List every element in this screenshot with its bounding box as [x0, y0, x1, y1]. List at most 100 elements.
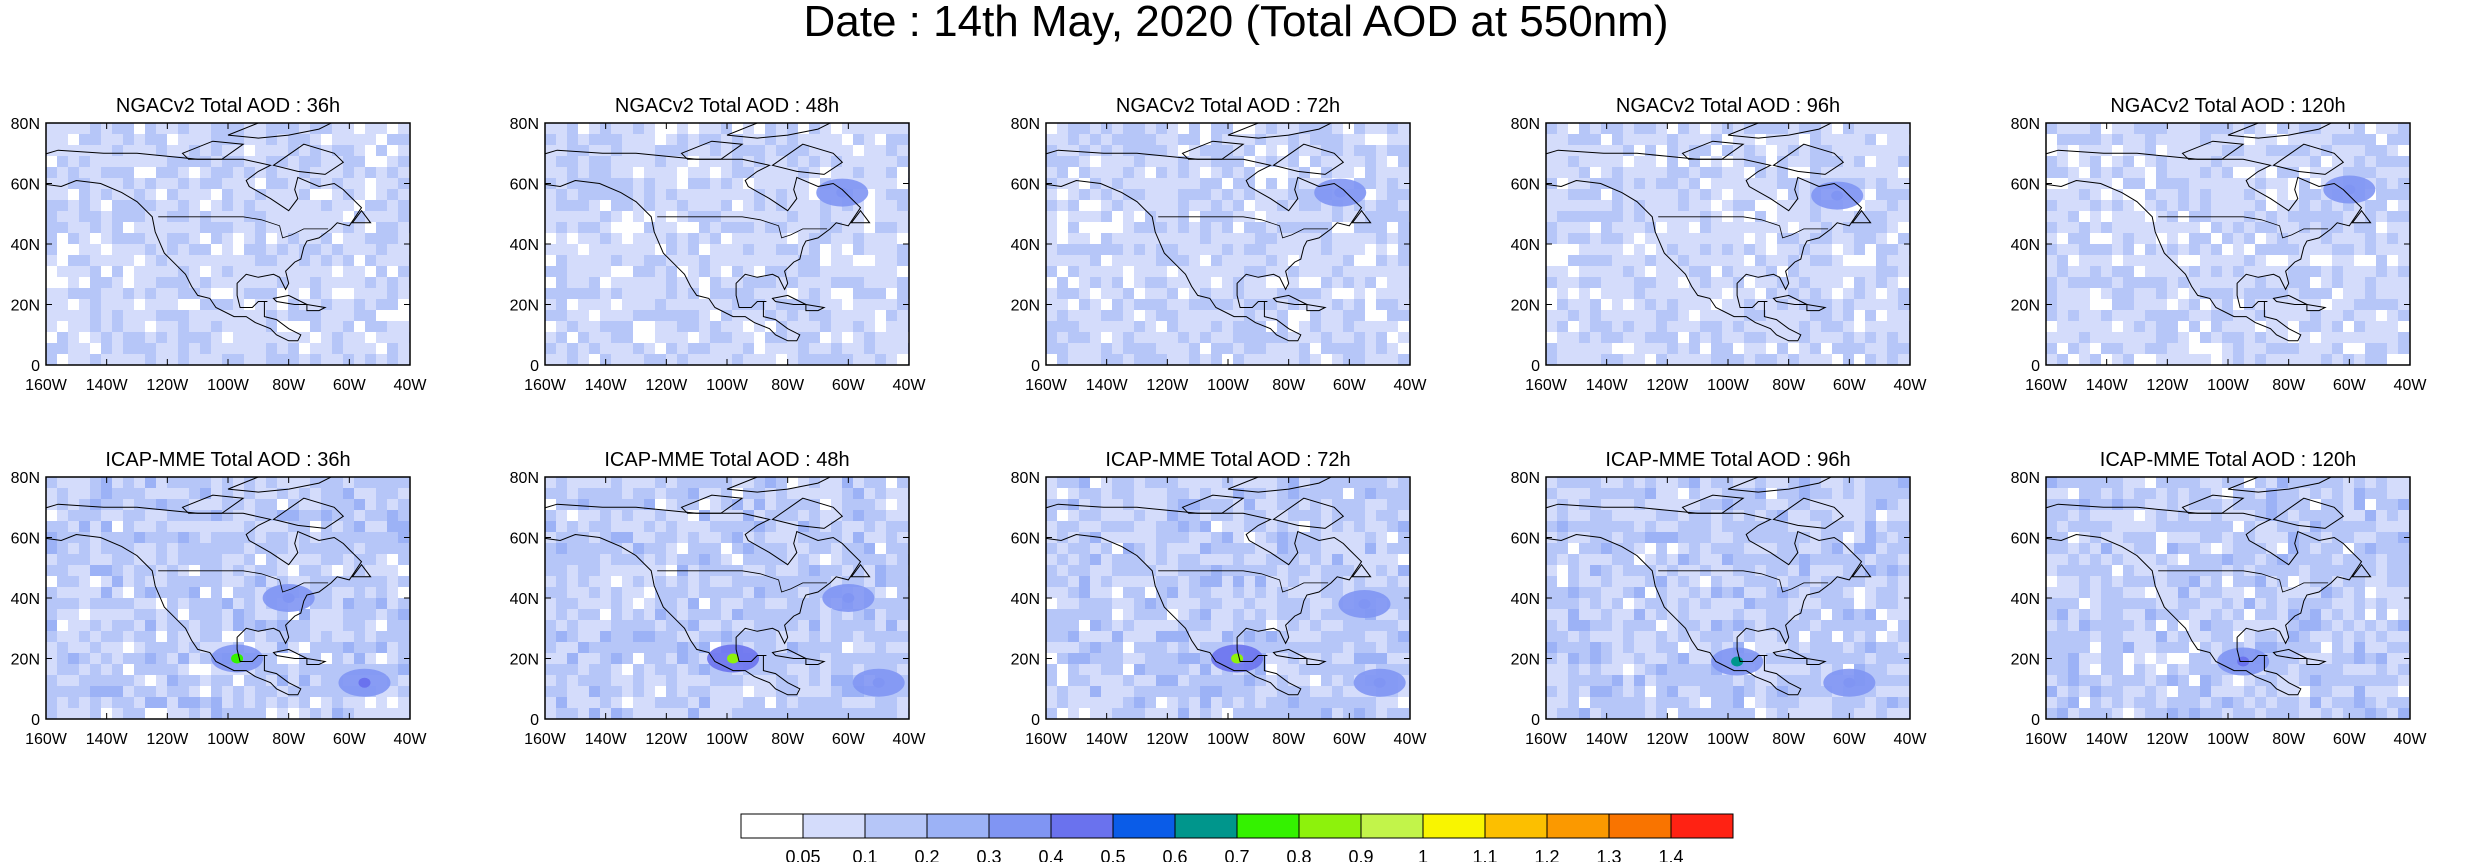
aod-cell: [1167, 477, 1178, 488]
aod-cell: [387, 288, 398, 299]
aod-cell: [633, 499, 644, 510]
aod-cell: [897, 354, 908, 365]
aod-cell: [2101, 642, 2112, 653]
aod-cell: [365, 200, 376, 211]
aod-cell: [2321, 477, 2332, 488]
aod-cell: [1667, 332, 1678, 343]
aod-cell: [1123, 277, 1134, 288]
y-tick-label: 40N: [1511, 591, 1540, 608]
aod-cell: [365, 156, 376, 167]
aod-cell: [567, 200, 578, 211]
aod-cell: [1343, 255, 1354, 266]
aod-cell: [2376, 200, 2387, 211]
aod-cell: [2079, 233, 2090, 244]
aod-cell: [578, 200, 589, 211]
aod-cell: [2288, 565, 2299, 576]
aod-cell: [123, 653, 134, 664]
aod-cell: [1854, 609, 1865, 620]
aod-cell: [1244, 598, 1255, 609]
coastline: [1772, 294, 1808, 305]
aod-cell: [1057, 189, 1068, 200]
x-tick-label: 160W: [524, 731, 567, 748]
aod-cell: [1810, 167, 1821, 178]
aod-cell: [2211, 521, 2222, 532]
aod-cell: [666, 675, 677, 686]
aod-cell: [288, 123, 299, 134]
aod-cell: [321, 255, 332, 266]
aod-cell: [2277, 255, 2288, 266]
aod-cell: [2112, 554, 2123, 565]
aod-cell: [2343, 244, 2354, 255]
aod-cell: [1799, 576, 1810, 587]
aod-cell: [732, 123, 743, 134]
aod-cell: [732, 532, 743, 543]
aod-cell: [354, 499, 365, 510]
aod-cell: [798, 554, 809, 565]
aod-cell: [1134, 554, 1145, 565]
aod-cell: [1321, 664, 1332, 675]
aod-cell: [2244, 587, 2255, 598]
aod-cell: [600, 686, 611, 697]
aod-cell: [875, 488, 886, 499]
aod-cell: [545, 664, 556, 675]
aod-cell: [2266, 200, 2277, 211]
aod-cell: [2178, 178, 2189, 189]
aod-cell: [1865, 211, 1876, 222]
aod-cell: [2123, 620, 2134, 631]
aod-cell: [1057, 609, 1068, 620]
aod-cell: [1277, 609, 1288, 620]
aod-cell: [90, 354, 101, 365]
aod-cell: [875, 642, 886, 653]
aod-cell: [178, 686, 189, 697]
aod-cell: [1244, 697, 1255, 708]
aod-cell: [1601, 510, 1612, 521]
aod-cell: [1178, 521, 1189, 532]
aod-cell: [2299, 211, 2310, 222]
aod-cell: [1678, 532, 1689, 543]
aod-cell: [765, 266, 776, 277]
aod-cell: [2211, 354, 2222, 365]
aod-cell: [688, 244, 699, 255]
aod-cell: [288, 686, 299, 697]
aod-cell: [1244, 543, 1255, 554]
aod-cell: [1134, 565, 1145, 576]
aod-cell: [1277, 321, 1288, 332]
aod-cell: [211, 145, 222, 156]
aod-cell: [886, 620, 897, 631]
aod-cell: [1810, 609, 1821, 620]
aod-cell: [1876, 653, 1887, 664]
aod-cell: [2288, 697, 2299, 708]
aod-cell: [2343, 620, 2354, 631]
aod-cell: [1766, 653, 1777, 664]
aod-cell: [1079, 488, 1090, 499]
aod-cell: [578, 244, 589, 255]
aod-cell: [2310, 321, 2321, 332]
aod-cell: [853, 288, 864, 299]
aod-cell: [2354, 134, 2365, 145]
aod-cell: [1101, 255, 1112, 266]
aod-cell: [886, 609, 897, 620]
aod-cell: [754, 708, 765, 719]
aod-cell: [354, 310, 365, 321]
aod-cell: [2354, 642, 2365, 653]
aod-cell: [1398, 521, 1409, 532]
aod-cell: [2376, 343, 2387, 354]
aod-cell: [831, 343, 842, 354]
aod-cell: [1623, 598, 1634, 609]
aod-cell: [1777, 123, 1788, 134]
aod-cell: [666, 145, 677, 156]
aod-cell: [90, 488, 101, 499]
aod-cell: [1167, 686, 1178, 697]
aod-cell: [2046, 123, 2057, 134]
aod-cell: [556, 609, 567, 620]
aod-cell: [1233, 123, 1244, 134]
aod-cell: [1799, 675, 1810, 686]
aod-cell: [1579, 631, 1590, 642]
aod-cell: [46, 521, 57, 532]
aod-cell: [222, 222, 233, 233]
aod-cell: [1711, 321, 1722, 332]
aod-cell: [1233, 554, 1244, 565]
aod-cell: [398, 653, 409, 664]
aod-cell: [831, 631, 842, 642]
aod-cell: [1200, 233, 1211, 244]
